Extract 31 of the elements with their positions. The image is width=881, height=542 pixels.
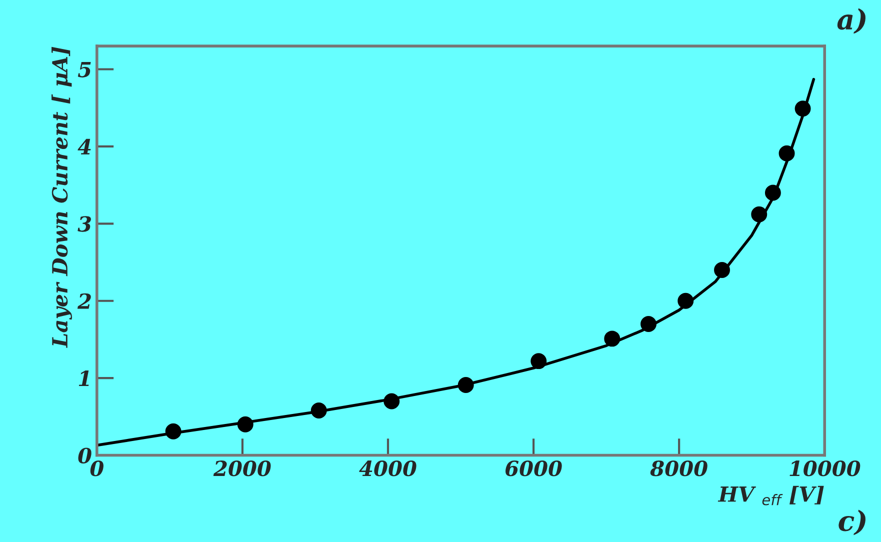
point [530,353,547,370]
x-tick-label: 4000 [359,460,416,476]
point [640,316,656,332]
x-tick-label: 0 [90,460,104,476]
y-tick-label: 0 [78,448,92,464]
x-tick-label: 10000 [790,460,860,476]
point [458,377,474,393]
x-tick-label: 8000 [650,460,708,476]
x-axis-title: HV $_{eff}$ [V] [718,486,824,506]
y-tick-label: 3 [78,216,91,232]
point [237,416,254,432]
point [678,292,694,309]
y-tick-label: 2 [77,293,91,309]
x-tick-label: 2000 [213,460,271,476]
y-tick-label: 1 [78,370,89,386]
y-tick-label: 5 [78,62,91,78]
y-tick-label: 4 [78,138,91,154]
x-tick-label: 6000 [506,460,562,476]
y-axis-title: Layer Down Current [ μA] [52,46,72,348]
point [751,206,768,222]
line-series [96,78,816,447]
point [778,145,795,162]
text: c) [838,510,866,536]
text: a) [837,8,866,34]
point [165,423,182,440]
point [384,393,400,410]
point [310,402,327,418]
point [794,100,811,117]
point [714,262,730,278]
point [764,184,781,201]
point [604,330,620,347]
